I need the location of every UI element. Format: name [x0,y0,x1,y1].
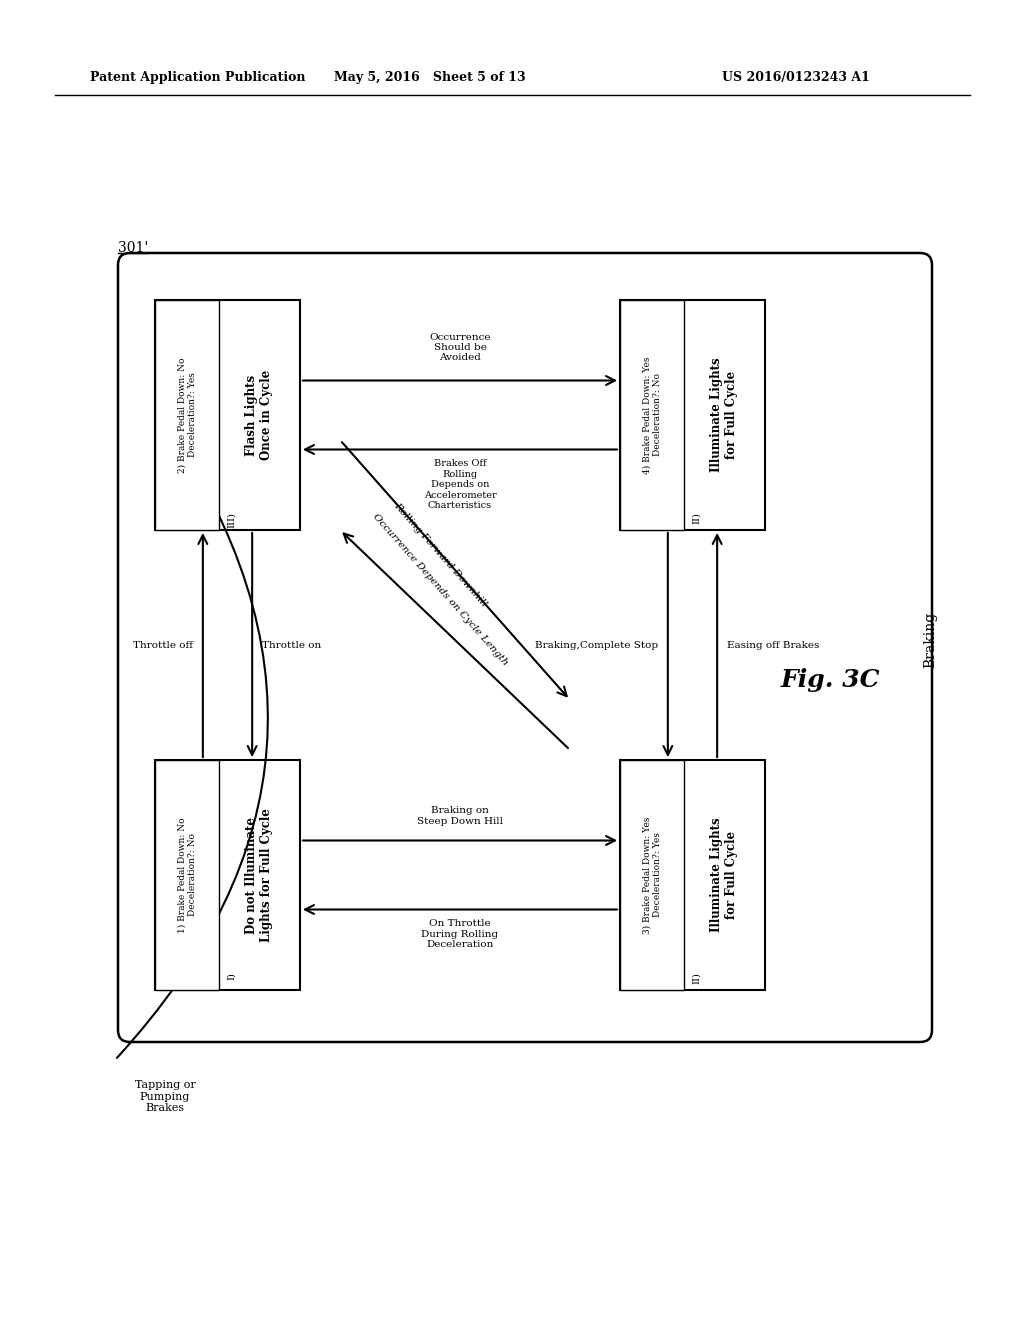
Text: Braking: Braking [923,612,937,668]
Bar [620,760,765,990]
Text: Do not Illuminate
Lights for Full Cycle: Do not Illuminate Lights for Full Cycle [246,808,273,942]
Text: May 5, 2016   Sheet 5 of 13: May 5, 2016 Sheet 5 of 13 [334,71,525,84]
Text: 3) Brake Pedal Down: Yes
Deceleration?: Yes: 3) Brake Pedal Down: Yes Deceleration?: … [642,816,662,933]
Text: 1) Brake Pedal Down: No
Deceleration?: No: 1) Brake Pedal Down: No Deceleration?: N… [177,817,197,933]
Text: On Throttle
During Rolling
Deceleration: On Throttle During Rolling Deceleration [422,920,499,949]
Text: Occurrence Depends on Cycle Length: Occurrence Depends on Cycle Length [371,512,509,668]
Text: II): II) [692,512,700,524]
Bar [620,300,765,531]
Text: 301': 301' [118,242,148,255]
Text: Throttle off: Throttle off [133,640,193,649]
Bar [155,760,300,990]
Text: 4) Brake Pedal Down: Yes
Deceleration?: No: 4) Brake Pedal Down: Yes Deceleration?: … [642,356,662,474]
Text: Braking,Complete Stop: Braking,Complete Stop [535,640,657,649]
Text: Illuminate Lights
for Full Cycle: Illuminate Lights for Full Cycle [711,358,738,473]
Bar [620,760,684,990]
Bar [155,300,300,531]
Text: III): III) [226,512,236,528]
Text: Illuminate Lights
for Full Cycle: Illuminate Lights for Full Cycle [711,817,738,932]
Text: I): I) [226,972,236,979]
Text: Fig. 3C: Fig. 3C [780,668,880,692]
Bar [155,300,219,531]
Text: Flash Lights
Once in Cycle: Flash Lights Once in Cycle [246,370,273,461]
Text: II): II) [692,972,700,983]
Text: Throttle on: Throttle on [262,640,322,649]
Text: Easing off Brakes: Easing off Brakes [727,640,819,649]
Text: Brakes Off
Rolling
Depends on
Accelerometer
Charteristics: Brakes Off Rolling Depends on Accelerome… [424,459,497,510]
Text: Rolling Forward Downhill: Rolling Forward Downhill [392,502,488,609]
Text: Patent Application Publication: Patent Application Publication [90,71,305,84]
Text: Tapping or
Pumping
Brakes: Tapping or Pumping Brakes [134,1080,196,1113]
Text: US 2016/0123243 A1: US 2016/0123243 A1 [722,71,870,84]
Text: Braking on
Steep Down Hill: Braking on Steep Down Hill [417,807,503,825]
Bar [620,300,684,531]
Bar [155,760,219,990]
Text: 2) Brake Pedal Down: No
Deceleration?: Yes: 2) Brake Pedal Down: No Deceleration?: Y… [177,358,197,473]
Text: Occurrence
Should be
Avoided: Occurrence Should be Avoided [429,333,490,363]
